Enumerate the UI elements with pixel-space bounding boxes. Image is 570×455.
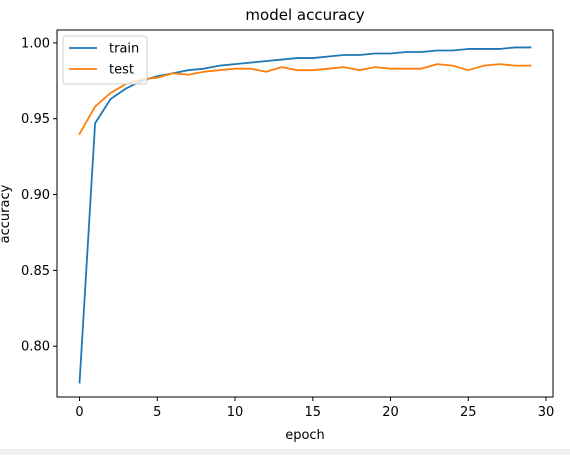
chart-title: model accuracy (245, 6, 364, 24)
x-tick-label: 0 (75, 405, 83, 420)
x-tick-label: 20 (382, 405, 399, 420)
x-tick-label: 15 (305, 405, 322, 420)
window-bottom-edge (0, 449, 570, 455)
x-tick-label: 30 (538, 405, 555, 420)
y-tick-label: 0.80 (21, 340, 50, 355)
y-tick-label: 0.85 (21, 264, 50, 279)
series-line-train (78, 46, 532, 384)
x-tick-label: 10 (227, 405, 244, 420)
legend-label-test: test (109, 63, 134, 78)
y-tick-label: 0.90 (21, 188, 50, 203)
legend-label-train: train (109, 42, 139, 57)
plot-area: 0 5 10 15 20 25 30 0.80 0.85 0.90 0.95 1.00 train tes… (21, 29, 555, 420)
y-tick-label: 0.95 (21, 112, 50, 127)
plot-frame (56, 29, 554, 398)
x-axis-label: epoch (285, 428, 325, 443)
series-line-test (78, 63, 532, 136)
y-tick-label: 1.00 (21, 36, 50, 51)
x-tick-label: 25 (460, 405, 477, 420)
x-tick-label: 5 (153, 405, 161, 420)
y-axis-label: accuracy (0, 184, 13, 243)
